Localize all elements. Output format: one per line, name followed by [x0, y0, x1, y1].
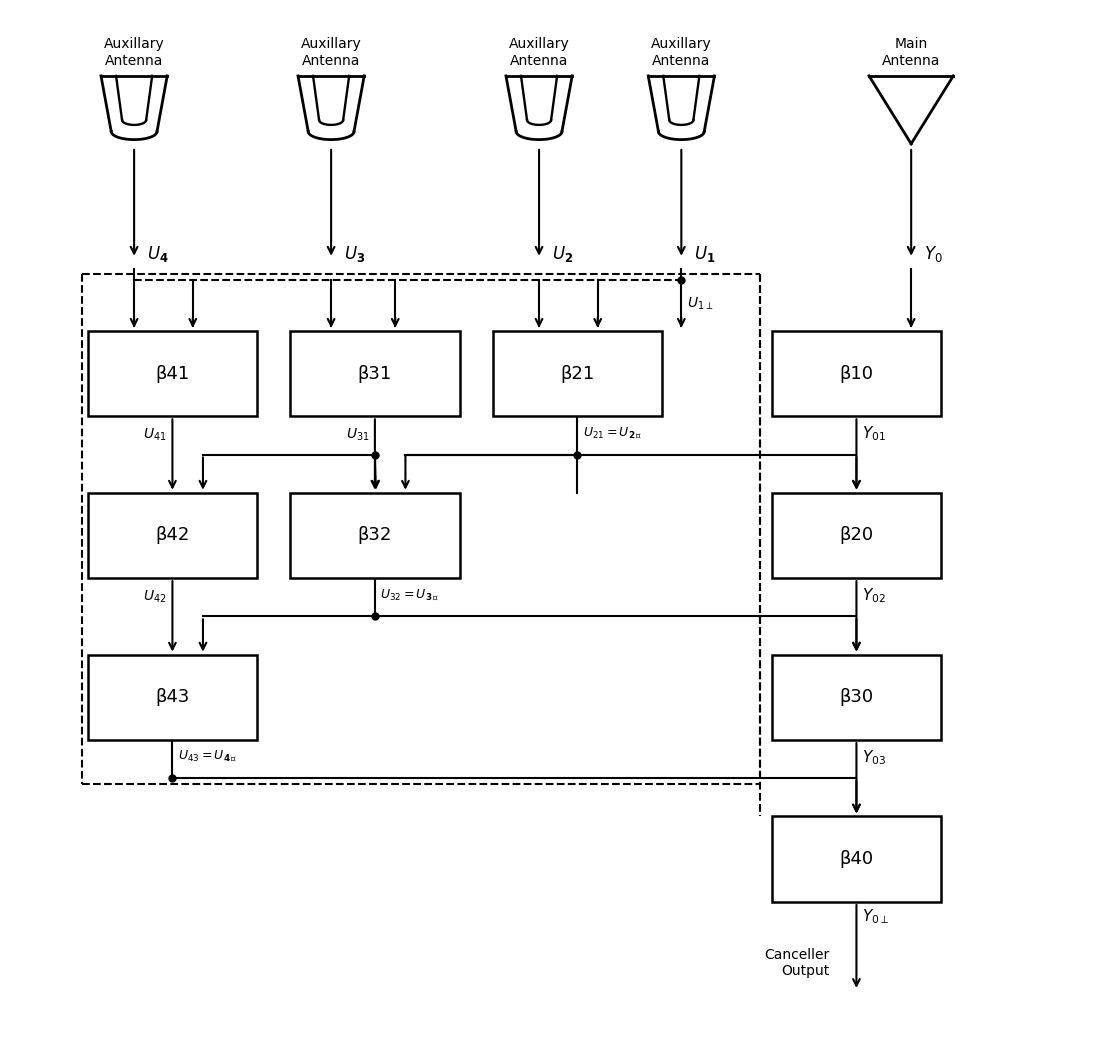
Text: Auxillary
Antenna: Auxillary Antenna [651, 38, 712, 67]
Bar [88, 492, 257, 579]
Text: β41: β41 [155, 364, 189, 382]
Bar [88, 331, 257, 417]
Text: Auxillary
Antenna: Auxillary Antenna [103, 38, 165, 67]
Text: $\mathit{U}_{1\perp}$: $\mathit{U}_{1\perp}$ [686, 295, 713, 312]
Text: $\mathbf{\mathit{U}_{4}}$: $\mathbf{\mathit{U}_{4}}$ [147, 244, 169, 264]
Text: β30: β30 [839, 689, 873, 707]
Text: Main
Antenna: Main Antenna [882, 38, 940, 67]
Text: $\mathit{Y}_{03}$: $\mathit{Y}_{03}$ [862, 749, 886, 768]
Text: β43: β43 [155, 689, 189, 707]
Text: β21: β21 [560, 364, 594, 382]
Text: β42: β42 [155, 526, 189, 545]
Text: β31: β31 [358, 364, 392, 382]
Text: $\mathit{U}_{21}=$$\mathbf{\mathit{U}_{2\perp}}$: $\mathit{U}_{21}=$$\mathbf{\mathit{U}_{2… [583, 425, 642, 440]
Bar [88, 654, 257, 740]
Bar [771, 817, 942, 902]
Bar [771, 331, 942, 417]
Text: Auxillary
Antenna: Auxillary Antenna [508, 38, 570, 67]
Text: Auxillary
Antenna: Auxillary Antenna [300, 38, 362, 67]
Text: $\mathit{U}_{43}=$$\mathbf{\mathit{U}_{4\perp}}$: $\mathit{U}_{43}=$$\mathbf{\mathit{U}_{4… [178, 749, 238, 763]
Text: β32: β32 [358, 526, 392, 545]
Text: $\mathit{U}_{32}=$$\mathbf{\mathit{U}_{3\perp}}$: $\mathit{U}_{32}=$$\mathbf{\mathit{U}_{3… [381, 587, 440, 602]
Text: $\mathit{U}_{42}$: $\mathit{U}_{42}$ [143, 589, 167, 605]
Bar [290, 331, 460, 417]
Text: $\mathbf{\mathit{U}_{2}}$: $\mathbf{\mathit{U}_{2}}$ [552, 244, 573, 264]
Text: $\mathbf{\mathit{U}_{3}}$: $\mathbf{\mathit{U}_{3}}$ [344, 244, 365, 264]
Text: $\mathit{U}_{41}$: $\mathit{U}_{41}$ [143, 426, 167, 443]
Bar [771, 654, 942, 740]
Text: β20: β20 [839, 526, 873, 545]
Text: $\mathit{Y}_{01}$: $\mathit{Y}_{01}$ [862, 425, 886, 443]
Text: β40: β40 [839, 850, 873, 868]
Text: Canceller
Output: Canceller Output [763, 947, 829, 978]
Text: β10: β10 [839, 364, 873, 382]
Bar [493, 331, 662, 417]
Text: $\mathit{Y}_{0}$: $\mathit{Y}_{0}$ [924, 244, 943, 264]
Bar [771, 492, 942, 579]
Text: $\mathit{Y}_{02}$: $\mathit{Y}_{02}$ [862, 587, 886, 605]
Text: $\mathit{U}_{31}$: $\mathit{U}_{31}$ [345, 426, 370, 443]
Text: $\mathbf{\mathit{U}_{1}}$: $\mathbf{\mathit{U}_{1}}$ [694, 244, 716, 264]
Text: $\mathit{Y}_{0\perp}$: $\mathit{Y}_{0\perp}$ [862, 907, 889, 926]
Bar [290, 492, 460, 579]
